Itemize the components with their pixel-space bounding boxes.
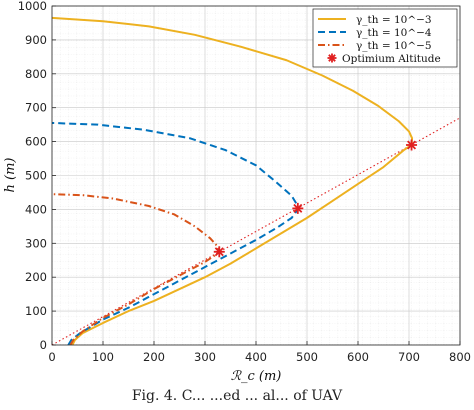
y-axis-ticks: 0 100 200 300 400 500 600 700 800 900 1000 xyxy=(18,0,56,352)
y-tick-label-9: 900 xyxy=(25,33,47,47)
x-tick-label-5: 500 xyxy=(296,350,318,364)
y-tick-label-6: 600 xyxy=(25,135,47,149)
legend-marker-optimum xyxy=(327,53,337,63)
marker-layer xyxy=(213,139,418,258)
legend-label-series-1: γ_th = 10^−4 xyxy=(356,27,432,39)
legend-label-series-2: γ_th = 10^−5 xyxy=(356,40,432,52)
legend: γ_th = 10^−3 γ_th = 10^−4 γ_th = 10^−5 O… xyxy=(312,8,458,68)
reference-line xyxy=(52,117,460,345)
legend-label-optimum: Optimium Altitude xyxy=(342,53,441,65)
x-tick-label-6: 600 xyxy=(347,350,369,364)
x-tick-label-3: 300 xyxy=(194,350,216,364)
x-tick-label-2: 200 xyxy=(143,350,165,364)
optimum-marker-1 xyxy=(292,202,304,214)
x-axis-ticks: 0 100 200 300 400 500 600 700 800 xyxy=(48,341,471,364)
series-line-0 xyxy=(52,16,414,345)
y-tick-label-4: 400 xyxy=(25,202,47,216)
y-tick-label-5: 500 xyxy=(25,169,47,183)
figure-caption: Fig. 4. C... ...ed ... al... of UAV xyxy=(131,388,343,404)
y-tick-label-0: 0 xyxy=(40,338,47,352)
legend-optimum-star xyxy=(327,53,337,63)
y-tick-label-7: 700 xyxy=(25,101,47,115)
x-tick-label-7: 700 xyxy=(398,350,420,364)
x-tick-label-8: 800 xyxy=(449,350,471,364)
x-axis-label: ℛ_c (m) xyxy=(231,369,282,384)
optimum-marker-2 xyxy=(406,139,418,151)
x-tick-label-0: 0 xyxy=(48,350,55,364)
y-tick-label-10: 1000 xyxy=(18,0,47,13)
y-tick-label-8: 800 xyxy=(25,67,47,81)
y-tick-label-1: 100 xyxy=(25,304,47,318)
y-axis-label: h (m) xyxy=(3,158,18,193)
legend-label-series-0: γ_th = 10^−3 xyxy=(356,14,432,26)
reference-line-layer xyxy=(52,117,460,345)
x-tick-label-1: 100 xyxy=(92,350,114,364)
x-tick-label-4: 400 xyxy=(245,350,267,364)
y-tick-label-2: 200 xyxy=(25,270,47,284)
y-tick-label-3: 300 xyxy=(25,236,47,250)
optimum-marker-0 xyxy=(213,246,225,258)
major-grid xyxy=(51,5,461,346)
series-line-1 xyxy=(52,121,299,345)
